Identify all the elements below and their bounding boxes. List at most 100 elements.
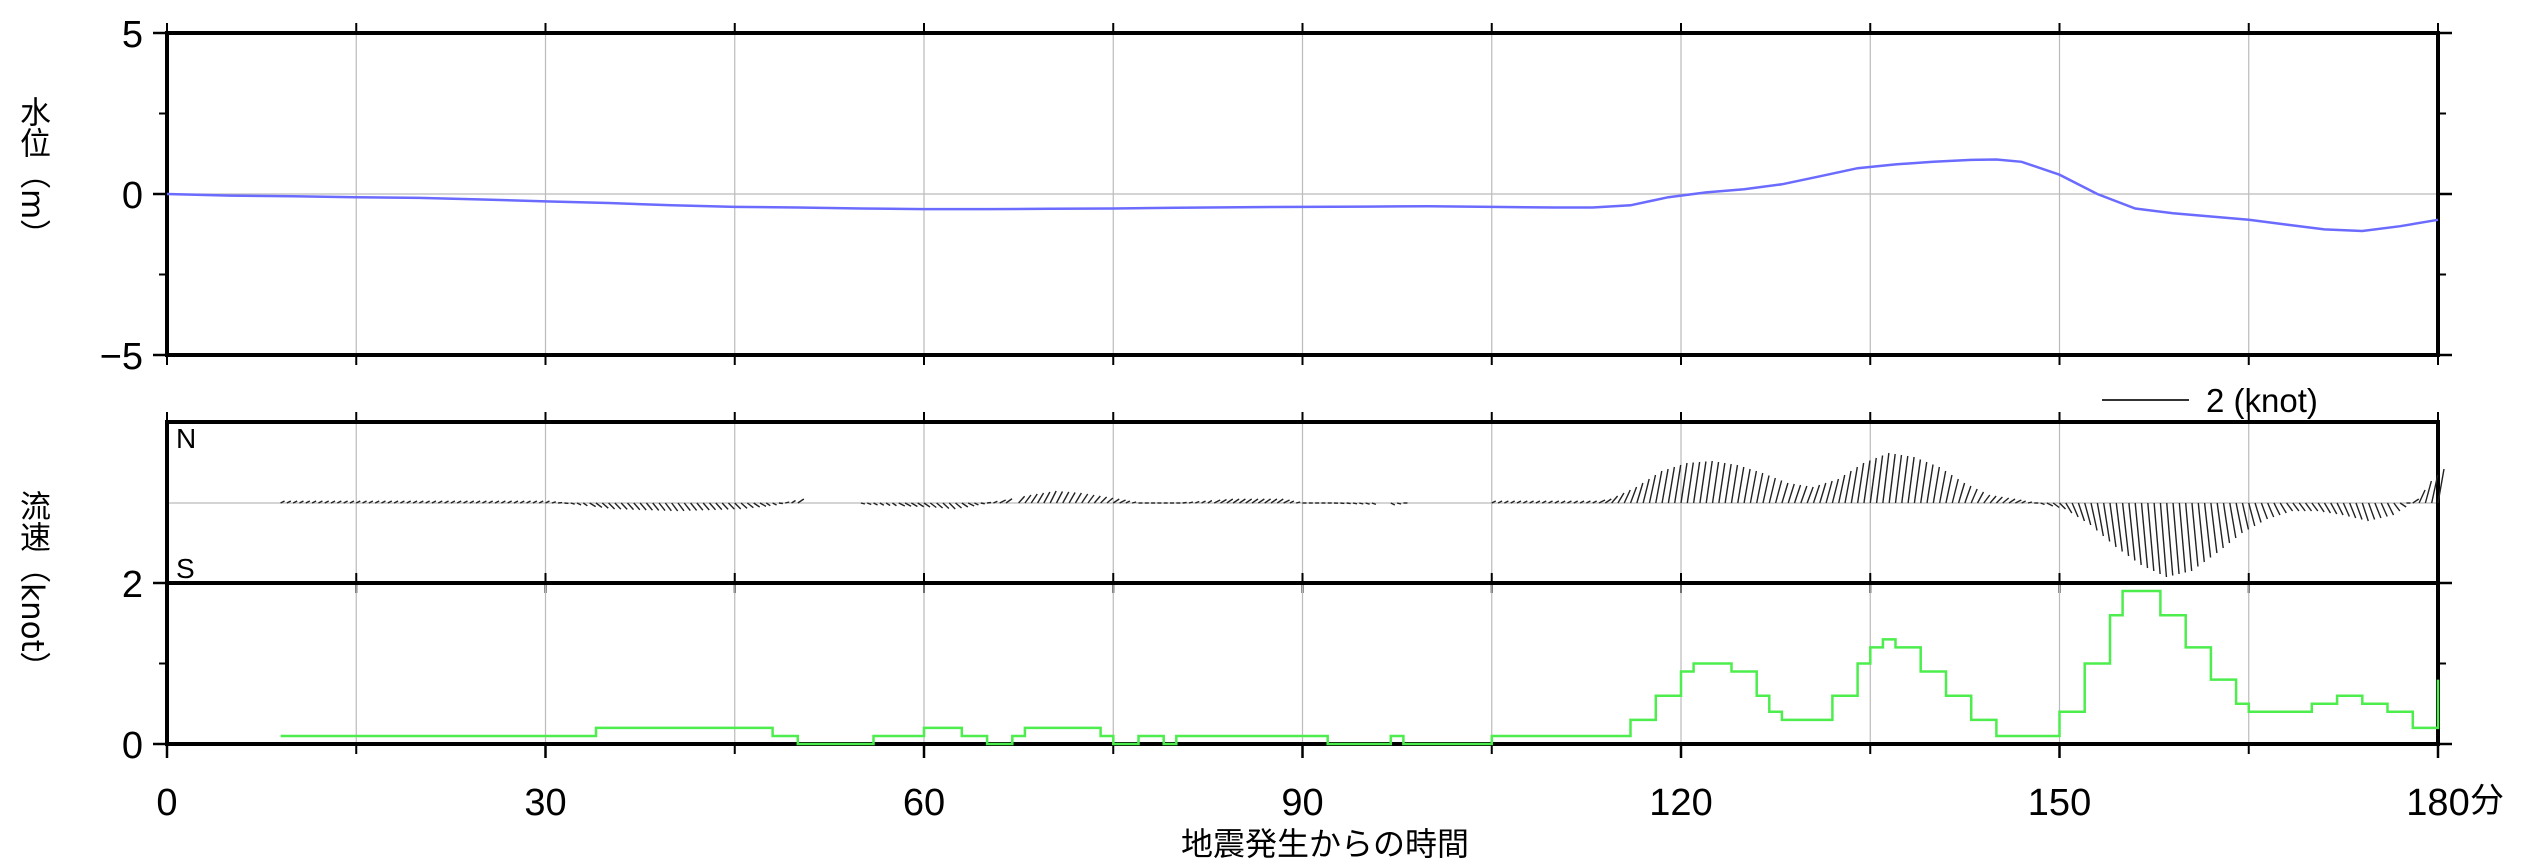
current-vector — [311, 500, 317, 504]
current-vector — [1983, 494, 1991, 504]
current-vector — [1951, 478, 1959, 504]
current-vector — [1718, 462, 1726, 504]
current-vector — [2210, 502, 2218, 554]
current-vector — [904, 502, 912, 507]
current-vector — [1964, 485, 1972, 504]
current-vector — [2399, 502, 2407, 508]
current-vector — [797, 498, 805, 504]
current-vector — [1995, 496, 2003, 504]
y-tick-label: −5 — [100, 336, 143, 378]
current-vector — [582, 502, 588, 507]
current-vector — [791, 499, 796, 504]
current-vector — [1201, 500, 1206, 504]
current-vector — [1068, 492, 1076, 504]
south-label: S — [176, 553, 195, 584]
current-vector — [2015, 499, 2022, 504]
current-vector — [645, 502, 653, 511]
current-vector — [2021, 500, 2026, 504]
current-vector — [1604, 498, 1612, 504]
current-vector — [708, 502, 717, 511]
current-vector — [2311, 502, 2319, 512]
current-vector — [626, 502, 635, 511]
current-vector — [1548, 500, 1553, 504]
current-vector — [286, 500, 292, 504]
current-vector — [1812, 484, 1821, 504]
current-vector — [2229, 502, 2237, 539]
current-vector — [1371, 502, 1377, 506]
series-layer — [166, 158, 2445, 746]
current-vector — [2254, 502, 2262, 523]
current-vector — [1560, 500, 1566, 504]
x-axis-unit: 分 — [2470, 781, 2504, 821]
current-vector — [2147, 502, 2155, 572]
current-vector — [1497, 500, 1503, 504]
current-vector — [2424, 480, 2433, 504]
current-vector — [879, 502, 885, 506]
current-vector — [2292, 502, 2300, 512]
current-vector — [980, 502, 985, 505]
current-vector — [1737, 466, 1745, 504]
current-vector — [1913, 459, 1922, 504]
current-vector — [1598, 499, 1606, 504]
current-vector — [437, 500, 443, 504]
current-vector — [785, 501, 790, 504]
current-vector — [463, 500, 468, 504]
current-vector — [1586, 500, 1591, 504]
current-vector — [1226, 498, 1234, 504]
current-vector — [696, 502, 704, 511]
current-vector — [2027, 501, 2033, 504]
current-vector — [368, 500, 374, 504]
current-vector — [1756, 472, 1764, 504]
current-vector — [1976, 491, 1985, 504]
current-vector — [961, 502, 969, 508]
current-vector — [1220, 498, 1227, 504]
x-tick-label: 0 — [156, 782, 177, 824]
grid — [153, 23, 2452, 758]
current-vector — [1636, 482, 1644, 504]
current-vector — [942, 502, 950, 510]
current-vector — [2412, 498, 2420, 504]
current-vector — [929, 502, 937, 509]
current-vector — [324, 500, 330, 504]
current-vector — [1869, 457, 1877, 504]
current-vector — [1093, 495, 1101, 504]
current-vector — [936, 502, 944, 509]
current-vector — [299, 500, 304, 504]
current-vector — [469, 500, 475, 504]
current-vector — [576, 502, 582, 506]
x-tick-label: 120 — [1649, 782, 1712, 824]
current-vector — [538, 500, 544, 504]
x-tick-label: 90 — [1281, 782, 1323, 824]
current-vector — [513, 500, 519, 504]
current-vector — [948, 502, 956, 510]
current-vector — [2286, 502, 2294, 512]
current-vector — [1270, 498, 1278, 504]
current-vector — [639, 502, 647, 511]
current-vector — [2191, 502, 2199, 567]
current-vector — [2298, 502, 2306, 512]
current-vector — [2279, 502, 2287, 514]
current-vector — [1674, 464, 1682, 504]
current-vector — [1762, 475, 1770, 504]
current-vector — [2077, 502, 2086, 522]
current-vector — [690, 502, 698, 511]
current-vector — [343, 500, 348, 504]
current-vector — [1182, 501, 1187, 504]
current-vector — [658, 502, 666, 512]
current-vector — [387, 500, 393, 504]
current-vector — [450, 500, 456, 504]
current-vector — [1806, 486, 1814, 504]
current-vector — [885, 502, 891, 507]
current-vector — [601, 502, 609, 509]
current-vector — [1800, 485, 1808, 504]
current-vector — [570, 502, 575, 505]
current-vector — [2197, 502, 2205, 563]
current-vector — [2115, 502, 2123, 552]
current-vector — [1396, 502, 1402, 505]
current-speed-line — [280, 589, 2440, 746]
current-vector — [2380, 502, 2388, 517]
current-vector — [1491, 500, 1497, 504]
current-vector — [1573, 500, 1579, 504]
current-vector — [551, 501, 557, 504]
water-level-line — [166, 158, 2439, 233]
